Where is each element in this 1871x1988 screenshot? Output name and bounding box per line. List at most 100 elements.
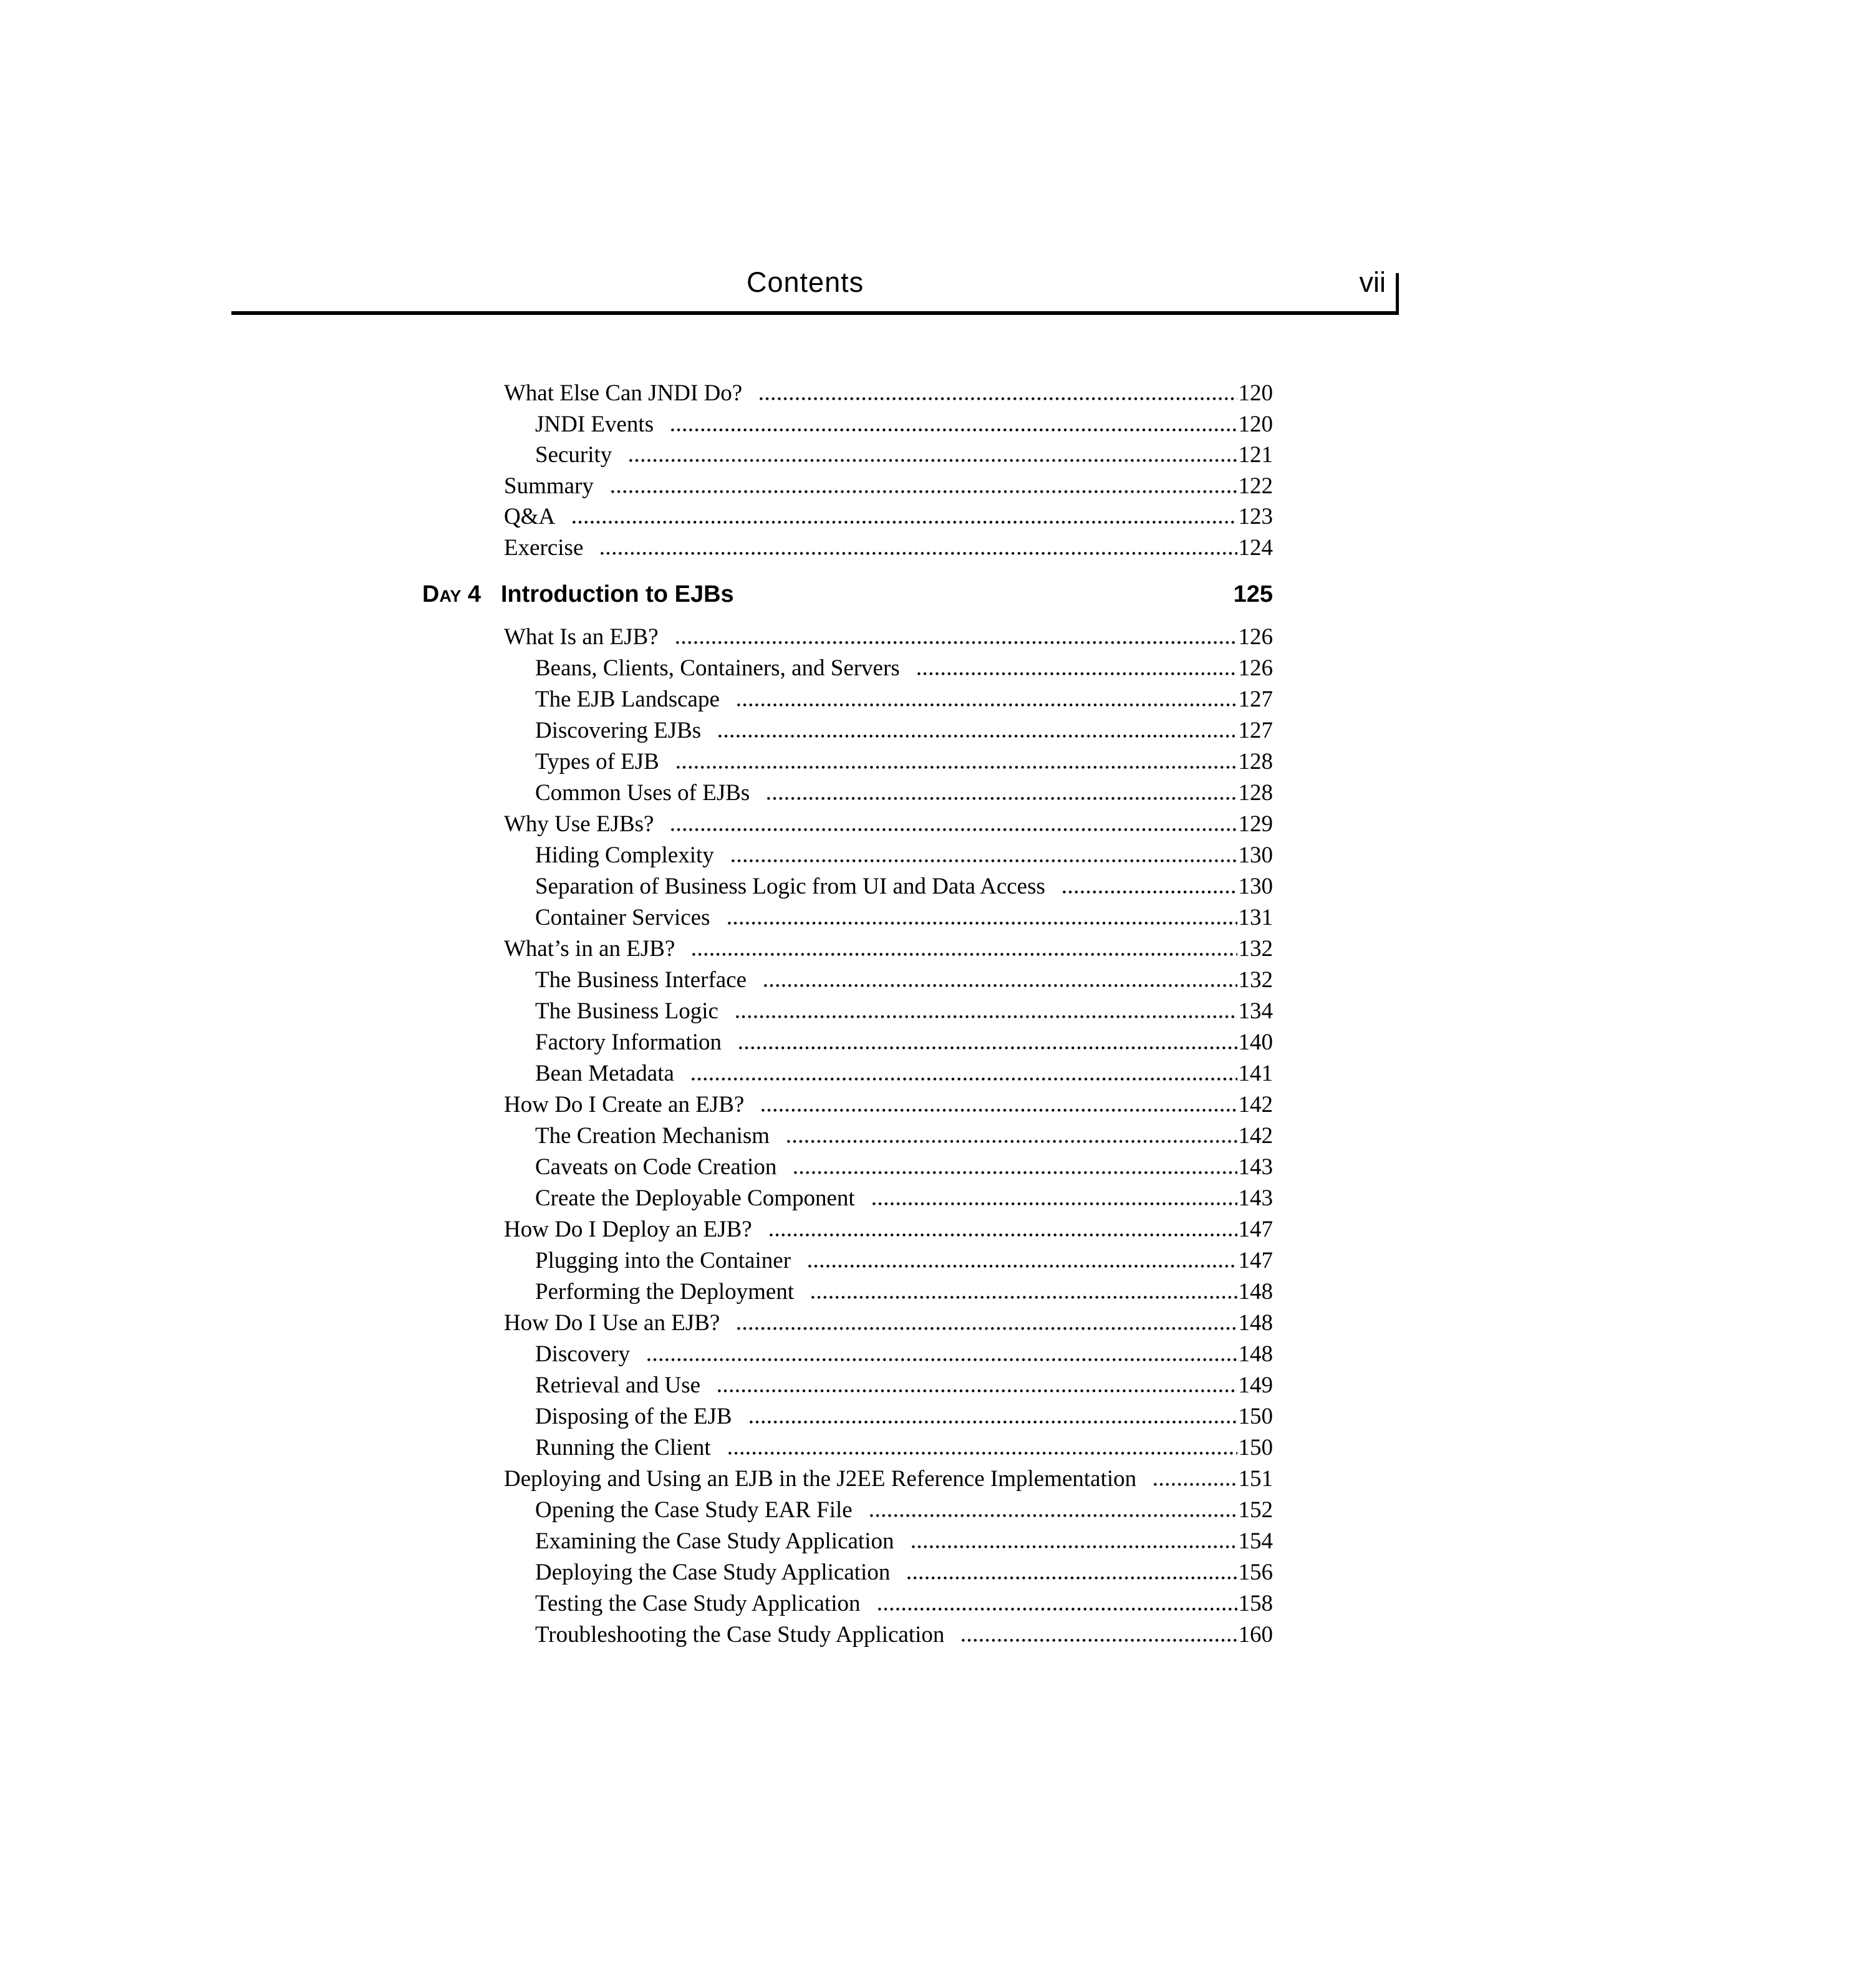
chapter-page-number: 125: [1233, 581, 1273, 607]
dot-leader: [601, 551, 1237, 555]
toc-entry-title: Summary: [504, 473, 594, 499]
toc-entry-title: How Do I Use an EJB?: [504, 1310, 720, 1336]
dot-leader: [611, 490, 1237, 493]
toc-entry-title: The Business Logic: [535, 998, 718, 1024]
toc-entry-page: 141: [1238, 1061, 1274, 1086]
toc-entry-title: Plugging into the Container: [535, 1248, 791, 1273]
dot-leader: [737, 703, 1237, 707]
toc-entry: What Else Can JNDI Do? 120: [504, 378, 1273, 409]
toc-entry-title: Hiding Complexity: [535, 842, 714, 868]
toc-entry: The Business Logic 134: [504, 996, 1273, 1027]
toc-entry-page: 148: [1238, 1341, 1274, 1367]
toc-entry: How Do I Create an EJB? 142: [504, 1089, 1273, 1121]
toc-entry-title: Create the Deployable Component: [535, 1185, 855, 1211]
toc-entry-title: Caveats on Code Creation: [535, 1154, 777, 1180]
toc-entry-page: 131: [1238, 905, 1274, 930]
toc-entry-page: 148: [1238, 1310, 1274, 1336]
running-head-title: Contents: [747, 266, 864, 298]
page-folio: vii: [1359, 266, 1386, 298]
toc-entry: How Do I Use an EJB? 148: [504, 1308, 1273, 1339]
toc-entry-page: 143: [1238, 1154, 1274, 1180]
toc-entry-page: 123: [1238, 504, 1274, 529]
toc-entry-title: Why Use EJBs?: [504, 811, 654, 837]
toc-entry-page: 149: [1238, 1373, 1274, 1398]
toc-entry-page: 129: [1238, 811, 1274, 837]
toc-entry-title: Deploying and Using an EJB in the J2EE R…: [504, 1466, 1137, 1492]
dot-leader: [675, 641, 1237, 644]
toc-entry-page: 128: [1238, 749, 1274, 774]
toc-entry-page: 132: [1238, 967, 1274, 993]
chapter-heading-row: Day 4 Introduction to EJBs 125: [422, 579, 1273, 610]
toc-entry-page: 148: [1238, 1279, 1274, 1305]
toc-entry-page: 154: [1238, 1528, 1274, 1554]
toc-section-pre: What Else Can JNDI Do? 120 JNDI Events 1…: [504, 378, 1273, 563]
dot-leader: [764, 984, 1237, 987]
dot-leader: [917, 672, 1237, 675]
dot-leader: [735, 1015, 1237, 1018]
dot-leader: [787, 1140, 1237, 1143]
chapter-title: Introduction to EJBs: [501, 581, 734, 607]
toc-entry-title: The Creation Mechanism: [535, 1123, 770, 1149]
toc-entry-page: 142: [1238, 1123, 1274, 1149]
toc-entry-page: 121: [1238, 442, 1274, 468]
toc-entry-title: Disposing of the EJB: [535, 1404, 732, 1429]
toc-entry-title: How Do I Create an EJB?: [504, 1092, 745, 1117]
toc-entry: Beans, Clients, Containers, and Servers …: [504, 653, 1273, 684]
toc-entry-page: 142: [1238, 1092, 1274, 1117]
toc-entry: Bean Metadata 141: [504, 1058, 1273, 1089]
toc-entry-title: What Is an EJB?: [504, 624, 659, 650]
toc-entry-title: What’s in an EJB?: [504, 936, 675, 962]
toc-entry-title: Deploying the Case Study Application: [535, 1560, 891, 1585]
toc-entry-page: 130: [1238, 842, 1274, 868]
toc-entry-title: Retrieval and Use: [535, 1373, 701, 1398]
toc-entry: Deploying the Case Study Application 156: [504, 1557, 1273, 1588]
toc-entry-page: 127: [1238, 687, 1274, 712]
toc-entry-page: 120: [1238, 380, 1274, 406]
toc-entry: Troubleshooting the Case Study Applicati…: [504, 1619, 1273, 1651]
toc-entry: Why Use EJBs? 129: [504, 809, 1273, 840]
toc-entry-page: 134: [1238, 998, 1274, 1024]
toc-entry-title: Performing the Deployment: [535, 1279, 795, 1305]
toc-entry-title: Troubleshooting the Case Study Applicati…: [535, 1622, 945, 1648]
dot-leader: [718, 1389, 1237, 1392]
toc-entry-page: 147: [1238, 1248, 1274, 1273]
toc-entry: What’s in an EJB? 132: [504, 934, 1273, 965]
dot-leader: [877, 1608, 1237, 1611]
toc-entry: Opening the Case Study EAR File 152: [504, 1495, 1273, 1526]
toc-entry: Deploying and Using an EJB in the J2EE R…: [504, 1464, 1273, 1495]
dot-leader: [647, 1358, 1237, 1361]
toc-entry-title: Bean Metadata: [535, 1061, 674, 1086]
toc-entry-page: 158: [1238, 1591, 1274, 1616]
toc-entry: Factory Information 140: [504, 1027, 1273, 1058]
dot-leader: [767, 797, 1237, 800]
toc-entry-page: 140: [1238, 1030, 1274, 1055]
toc-entry-title: Exercise: [504, 534, 584, 561]
dot-leader: [692, 953, 1237, 956]
toc-entry-page: 132: [1238, 936, 1274, 962]
toc-entry: Q&A 123: [504, 501, 1273, 533]
toc-entry-page: 130: [1238, 874, 1274, 899]
toc-entry: Examining the Case Study Application 154: [504, 1526, 1273, 1557]
toc-entry: Hiding Complexity 130: [504, 840, 1273, 871]
toc-entry-title: JNDI Events: [535, 411, 654, 437]
dot-leader: [749, 1421, 1237, 1424]
dot-leader: [573, 521, 1237, 524]
toc-entry: Testing the Case Study Application 158: [504, 1588, 1273, 1619]
dot-leader: [907, 1576, 1237, 1580]
toc-entry: Security 121: [504, 440, 1273, 471]
toc-entry: Create the Deployable Component 143: [504, 1183, 1273, 1214]
dot-leader: [811, 1296, 1237, 1299]
toc-entry: The Business Interface 132: [504, 965, 1273, 996]
toc-entry-title: The EJB Landscape: [535, 687, 720, 712]
toc-entry-title: Testing the Case Study Application: [535, 1591, 861, 1616]
toc-entry: How Do I Deploy an EJB? 147: [504, 1214, 1273, 1245]
dot-leader: [760, 397, 1237, 400]
dot-leader: [808, 1265, 1237, 1268]
toc-entry-page: 128: [1238, 780, 1274, 806]
dot-leader: [691, 1078, 1237, 1081]
dot-leader: [737, 1327, 1237, 1330]
toc-entry-title: Security: [535, 442, 612, 468]
toc-entry-page: 120: [1238, 411, 1274, 437]
toc-entry-page: 156: [1238, 1560, 1274, 1585]
